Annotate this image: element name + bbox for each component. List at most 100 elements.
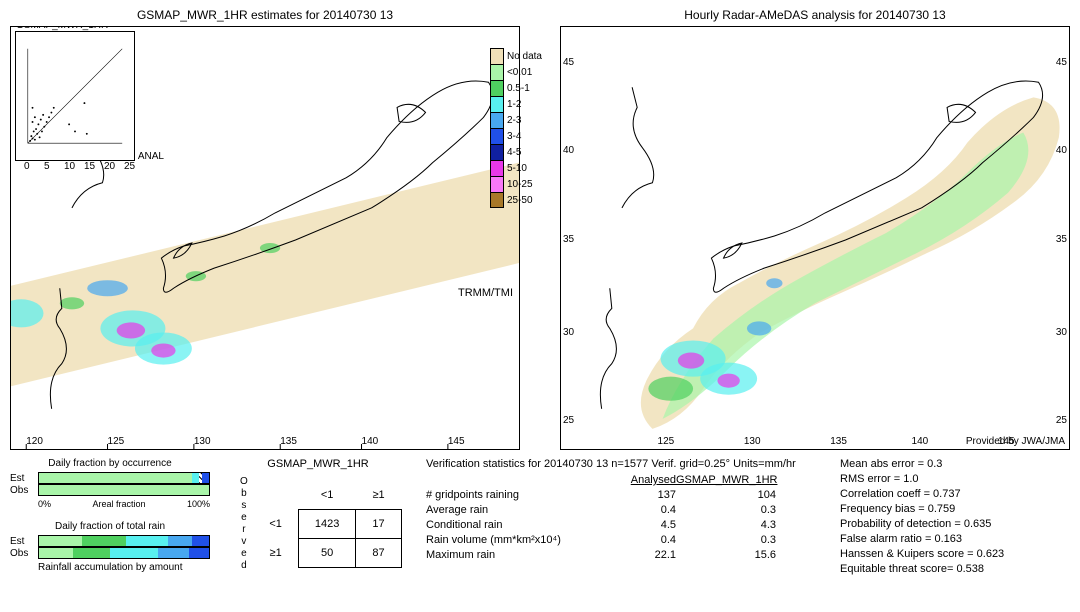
stat-row-name: Rain volume (mm*km²x10⁴) xyxy=(426,534,606,546)
legend-label: No data xyxy=(507,51,542,62)
axis-left: 0% xyxy=(38,499,51,509)
legend-swatch xyxy=(490,64,504,80)
lon-tick: 125 xyxy=(108,436,125,447)
fraction-segment xyxy=(168,536,192,546)
stat-val: 22.1 xyxy=(606,549,676,561)
left-map-box: GSMAP_MWR_1HR xyxy=(10,26,520,450)
legend-label: 0.5-1 xyxy=(507,83,542,94)
stat-val: 4.3 xyxy=(676,519,776,531)
metric-line: Mean abs error = 0.3 xyxy=(840,458,1070,470)
stat-val: 104 xyxy=(676,489,776,501)
fraction-segment xyxy=(39,536,82,546)
fraction-segment xyxy=(82,536,126,546)
metric-line: Equitable threat score= 0.538 xyxy=(840,563,1070,575)
left-map-title: GSMAP_MWR_1HR estimates for 20140730 13 xyxy=(10,8,520,22)
stat-val: 4.5 xyxy=(606,519,676,531)
lat-tick: 30 xyxy=(563,327,574,338)
provided-by: Provided by JWA/JMA xyxy=(966,436,1065,447)
right-map-title: Hourly Radar-AMeDAS analysis for 2014073… xyxy=(560,8,1070,22)
fraction-segment xyxy=(39,548,73,558)
fraction-segment xyxy=(202,473,209,483)
row-header: <1 xyxy=(253,509,298,538)
legend-bar xyxy=(490,48,504,208)
cont-cell: 50 xyxy=(298,538,355,567)
legend-swatch xyxy=(490,96,504,112)
contingency-panel: GSMAP_MWR_1HR Observed <1 ≥1 <1 1423 17 … xyxy=(228,458,408,573)
inset-x-tick: 20 xyxy=(104,161,115,172)
axis-right: 100% xyxy=(187,499,210,509)
legend-label: 1-2 xyxy=(507,99,542,110)
legend-label: 3-4 xyxy=(507,131,542,142)
right-map-svg xyxy=(561,27,1069,449)
fraction-label: Obs xyxy=(10,548,34,559)
metric-line: Correlation coeff = 0.737 xyxy=(840,488,1070,500)
fraction-row: Obs xyxy=(10,547,210,559)
right-map-panel: Hourly Radar-AMeDAS analysis for 2014073… xyxy=(560,8,1070,450)
legend-swatch xyxy=(490,160,504,176)
legend-swatch xyxy=(490,48,504,64)
stat-val: 0.4 xyxy=(606,504,676,516)
cont-cell: 17 xyxy=(356,509,401,538)
legend-label: 2-3 xyxy=(507,115,542,126)
legend-swatch xyxy=(490,80,504,96)
fraction-label: Obs xyxy=(10,485,34,496)
contingency-title: GSMAP_MWR_1HR xyxy=(267,458,368,470)
cont-cell: 1423 xyxy=(298,509,355,538)
inset-x-tick: 5 xyxy=(44,161,50,172)
inset-y-tick: 15 xyxy=(10,82,11,93)
metric-line: Probability of detection = 0.635 xyxy=(840,518,1070,530)
fraction-column: Daily fraction by occurrence EstObs 0% A… xyxy=(10,458,210,573)
metrics-list: Mean abs error = 0.3 RMS error = 1.0 Corre… xyxy=(840,458,1070,575)
fraction-bar xyxy=(38,472,210,484)
fraction-segment xyxy=(192,536,209,546)
metric-line: Hanssen & Kuipers score = 0.623 xyxy=(840,548,1070,560)
stats-col-a: Analysed xyxy=(606,474,676,486)
stats-col-b: GSMAP_MWR_1HR xyxy=(676,474,776,486)
stats-panel: Verification statistics for 20140730 13 … xyxy=(426,458,1070,573)
observed-label: Observed xyxy=(234,476,253,572)
col-header: <1 xyxy=(298,481,355,510)
swath-label: TRMM/TMI xyxy=(458,287,513,299)
color-legend: No data<0.010.5-11-22-33-44-55-1010-2525… xyxy=(490,48,542,208)
legend-label: 5-10 xyxy=(507,163,542,174)
metric-line: RMS error = 1.0 xyxy=(840,473,1070,485)
fraction-label: Est xyxy=(10,536,34,547)
fraction-segment xyxy=(126,536,169,546)
left-map-panel: GSMAP_MWR_1HR estimates for 20140730 13 xyxy=(10,8,520,450)
rain-blob xyxy=(60,297,84,309)
fraction-bar xyxy=(38,547,210,559)
fraction-row: Est xyxy=(10,472,210,484)
fraction-label: Est xyxy=(10,473,34,484)
axis-mid: Areal fraction xyxy=(92,499,145,509)
lon-tick: 140 xyxy=(362,436,379,447)
stat-val: 0.4 xyxy=(606,534,676,546)
inset-y-tick: 25 xyxy=(10,38,11,49)
stat-row-name: Conditional rain xyxy=(426,519,606,531)
stat-val: 0.3 xyxy=(676,534,776,546)
inset-x-tick: 25 xyxy=(124,161,135,172)
lat-tick: 25 xyxy=(1056,415,1067,426)
scatter-points xyxy=(29,102,88,142)
fraction-row: Obs xyxy=(10,484,210,496)
legend-swatch xyxy=(490,128,504,144)
lat-tick: 45 xyxy=(563,57,574,68)
stat-val: 137 xyxy=(606,489,676,501)
legend-label: 10-25 xyxy=(507,179,542,190)
legend-label: 25-50 xyxy=(507,195,542,206)
lon-tick: 135 xyxy=(280,436,297,447)
inset-title: GSMAP_MWR_1HR xyxy=(16,26,108,31)
legend-swatch xyxy=(490,144,504,160)
legend-labels: No data<0.010.5-11-22-33-44-55-1010-2525… xyxy=(507,48,542,208)
inset-y-tick: 20 xyxy=(10,60,11,71)
lon-tick: 135 xyxy=(830,436,847,447)
stat-row-name: Average rain xyxy=(426,504,606,516)
fraction-bar xyxy=(38,484,210,496)
lat-tick: 45 xyxy=(1056,57,1067,68)
lon-tick: 145 xyxy=(448,436,465,447)
rain-blob xyxy=(87,280,128,296)
lat-tick: 25 xyxy=(563,415,574,426)
col-header: ≥1 xyxy=(356,481,401,510)
lon-tick: 125 xyxy=(658,436,675,447)
inset-y-tick: 10 xyxy=(10,104,11,115)
fraction-segment xyxy=(192,473,199,483)
